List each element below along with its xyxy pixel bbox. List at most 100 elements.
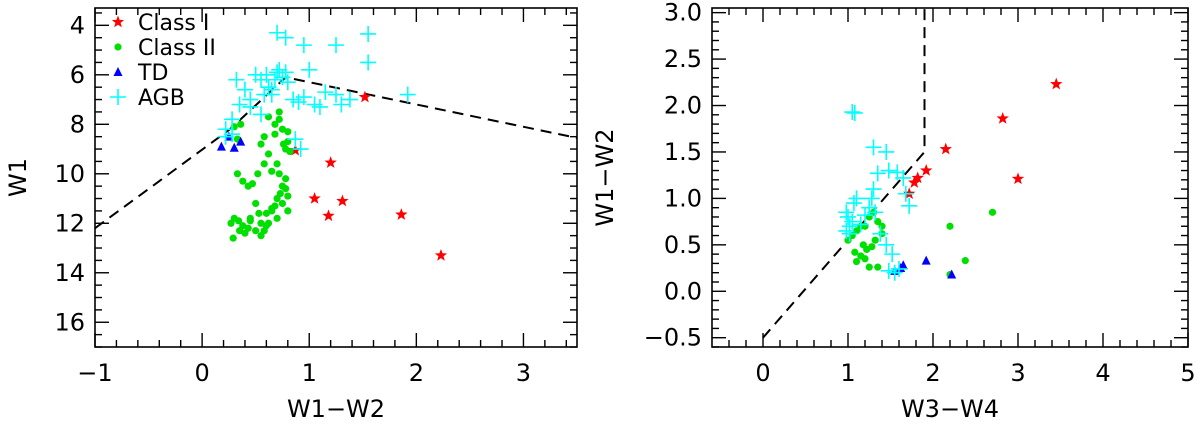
data-point-agb (852, 216, 869, 233)
data-point-class-ii (244, 224, 252, 232)
data-point-agb (236, 81, 253, 98)
data-point-agb (360, 25, 377, 42)
data-point-class-ii (273, 160, 281, 168)
data-point-class-ii (275, 115, 283, 123)
data-point-agb (865, 139, 882, 156)
data-point-agb (292, 141, 309, 158)
data-point-agb (277, 29, 294, 46)
x-tick-label: 1 (840, 359, 855, 387)
data-point-class-ii (275, 108, 283, 116)
x-tick-label: 4 (1095, 359, 1110, 387)
data-point-agb (260, 79, 277, 96)
data-point-class-ii (264, 219, 273, 227)
plot-frame (711, 7, 1189, 348)
data-point-agb (266, 71, 283, 88)
data-point-class-i (996, 112, 1009, 124)
data-point-class-i (336, 194, 349, 207)
y-tick-label: −0.5 (644, 324, 702, 352)
y-tick-label: 12 (54, 209, 85, 237)
y-tick-label: 1.0 (664, 184, 702, 212)
x-axis-title: W3−W4 (901, 395, 999, 423)
data-point-class-ii (278, 199, 287, 208)
y-tick-label: 2.5 (664, 45, 702, 73)
data-point-agb (863, 190, 880, 207)
y-tick-label: 14 (54, 259, 85, 287)
data-point-agb (399, 86, 416, 103)
legend-label: TD (137, 61, 168, 86)
data-point-class-ii (851, 248, 859, 256)
data-point-class-i (1050, 77, 1063, 90)
data-point-class-ii (282, 185, 290, 193)
axis-ticks (94, 8, 577, 348)
data-point-agb (886, 264, 903, 281)
data-point-class-ii (868, 243, 876, 251)
data-point-class-ii (264, 150, 273, 158)
data-point-class-i (395, 208, 408, 220)
dashed-boundary-line (95, 76, 577, 230)
data-point-agb (865, 181, 882, 198)
data-point-td (921, 255, 931, 265)
y-tick-label: 1.5 (664, 138, 702, 166)
data-point-agb (840, 208, 856, 225)
data-point-td (236, 136, 246, 146)
data-point-agb (878, 236, 895, 253)
data-point-agb (880, 162, 897, 179)
data-point-agb (277, 64, 294, 81)
data-point-agb (878, 143, 895, 160)
data-point-agb (841, 225, 858, 242)
y-tick-label: 4 (70, 11, 85, 39)
data-point-agb (301, 61, 318, 78)
data-point-agb (901, 197, 918, 214)
data-point-class-ii (271, 120, 279, 128)
data-point-agb (295, 37, 312, 54)
data-point-class-ii (233, 170, 242, 178)
data-point-agb (333, 96, 350, 113)
data-point-agb (328, 37, 344, 54)
data-point-class-i (908, 176, 921, 188)
data-point-class-i (939, 142, 952, 155)
y-tick-label: 10 (54, 160, 85, 188)
data-point-class-ii (237, 120, 245, 128)
data-point-class-i (324, 156, 337, 168)
data-point-td (898, 260, 908, 270)
data-point-class-ii (865, 263, 873, 271)
data-point-td (947, 269, 957, 279)
legend-marker-td (113, 67, 123, 76)
data-point-agb (838, 204, 855, 221)
y-tick-label: 8 (70, 110, 85, 138)
data-point-agb (295, 89, 312, 106)
data-point-td (229, 142, 239, 152)
x-axis-title: W1−W2 (287, 395, 385, 423)
data-point-class-ii (284, 128, 292, 136)
x-tick-label: 5 (1180, 359, 1195, 387)
data-point-agb (857, 207, 873, 224)
y-tick-label: 6 (70, 61, 85, 89)
legend-marker-class-ii (114, 43, 122, 51)
data-point-agb (891, 260, 907, 277)
series-class-i (289, 90, 448, 261)
data-point-class-ii (275, 170, 283, 178)
data-point-class-ii (268, 167, 276, 175)
data-point-class-i (911, 171, 924, 184)
data-point-agb (341, 91, 358, 108)
data-point-td (216, 141, 226, 151)
data-point-agb (848, 190, 865, 207)
data-point-class-ii (252, 199, 260, 208)
data-point-class-ii (260, 133, 268, 141)
y-tick-label: 0.5 (664, 231, 702, 259)
data-point-class-ii (252, 227, 260, 235)
data-point-class-ii (988, 208, 997, 216)
data-point-class-ii (282, 175, 290, 183)
data-point-class-ii (246, 217, 254, 225)
data-point-agb (846, 104, 863, 121)
data-point-agb (217, 128, 234, 145)
data-point-agb (224, 126, 241, 143)
data-point-class-ii (257, 219, 265, 227)
data-point-class-ii (284, 192, 292, 200)
series-class-ii (227, 108, 294, 242)
data-point-class-ii (852, 257, 861, 266)
legend-marker-class-i (111, 15, 125, 28)
right-panel: 0 1 2 3 4 5 −0.5 0.0 0.5 1.0 1.5 2.0 2.5 3.0 W3−W4 W1−W… (591, 0, 1196, 423)
